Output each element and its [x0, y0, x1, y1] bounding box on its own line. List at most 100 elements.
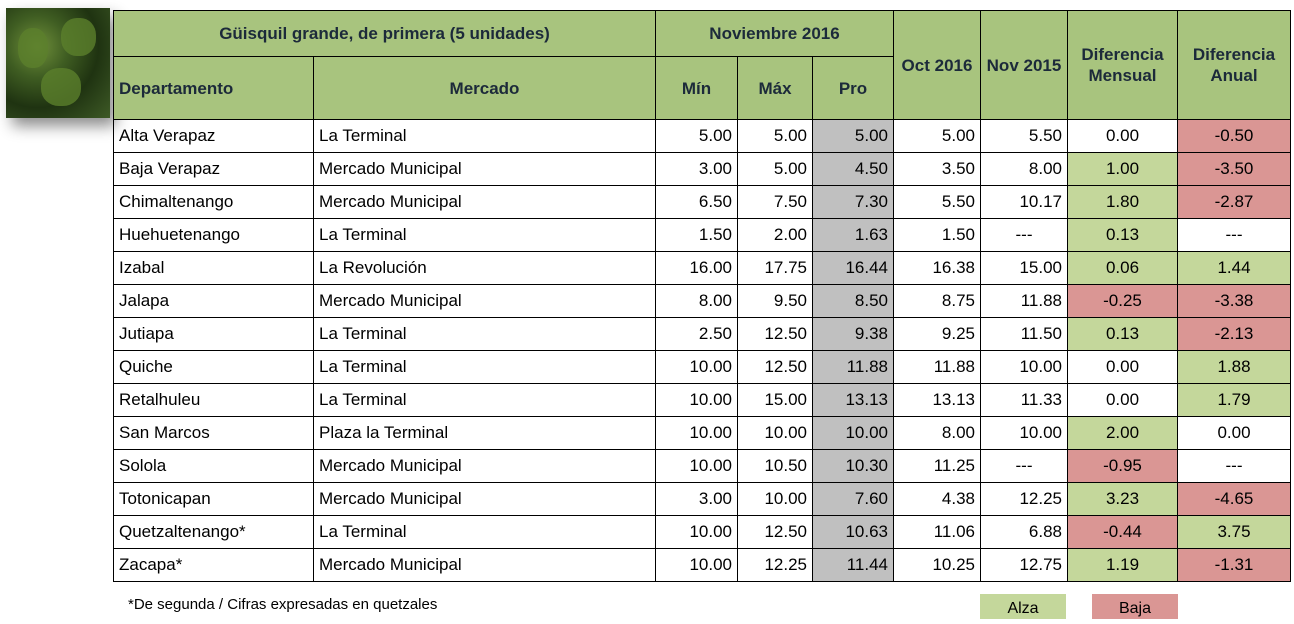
- value-cell: 15.00: [980, 251, 1068, 285]
- text-cell: Quiche: [113, 350, 314, 384]
- table-row: San Marcos Plaza la Terminal 10.00 10.00 10.…: [113, 416, 1291, 450]
- value-cell: 11.44: [812, 548, 894, 582]
- photo-detail: [18, 28, 48, 68]
- value-cell: 10.00: [737, 416, 813, 450]
- legend-up: Alza: [980, 594, 1066, 619]
- legend-down: Baja: [1092, 594, 1178, 619]
- month-title: Noviembre 2016: [655, 10, 894, 57]
- column-header: Nov 2015: [980, 10, 1068, 120]
- value-cell: 4.50: [812, 152, 894, 186]
- value-cell: 12.50: [737, 350, 813, 384]
- value-cell: -3.50: [1177, 152, 1291, 186]
- value-cell: -1.31: [1177, 548, 1291, 582]
- value-cell: 8.75: [893, 284, 981, 318]
- value-cell: 1.19: [1067, 548, 1178, 582]
- value-cell: 11.88: [980, 284, 1068, 318]
- text-cell: Mercado Municipal: [313, 548, 656, 582]
- text-cell: Mercado Municipal: [313, 482, 656, 516]
- value-cell: -0.25: [1067, 284, 1178, 318]
- table-row: Retalhuleu La Terminal 10.00 15.00 13.13 13.1…: [113, 383, 1291, 417]
- column-header: Diferencia Anual: [1177, 10, 1291, 120]
- value-cell: 3.23: [1067, 482, 1178, 516]
- value-cell: 10.63: [812, 515, 894, 549]
- text-cell: La Terminal: [313, 317, 656, 351]
- value-cell: 5.00: [812, 119, 894, 153]
- value-cell: 3.50: [893, 152, 981, 186]
- value-cell: 13.13: [893, 383, 981, 417]
- value-cell: -0.44: [1067, 515, 1178, 549]
- text-cell: La Terminal: [313, 515, 656, 549]
- table-body: Alta Verapaz La Terminal 5.00 5.00 5.00 5.00 5…: [113, 119, 1291, 582]
- value-cell: -3.38: [1177, 284, 1291, 318]
- value-cell: 12.25: [980, 482, 1068, 516]
- value-cell: 0.13: [1067, 317, 1178, 351]
- value-cell: 10.00: [655, 416, 738, 450]
- value-cell: 10.00: [655, 350, 738, 384]
- column-header: Pro: [812, 56, 894, 120]
- value-cell: 12.50: [737, 515, 813, 549]
- value-cell: 10.30: [812, 449, 894, 483]
- value-cell: 3.00: [655, 482, 738, 516]
- value-cell: 13.13: [812, 383, 894, 417]
- table-row: Solola Mercado Municipal 10.00 10.50 10.30 11…: [113, 449, 1291, 483]
- value-cell: 5.50: [893, 185, 981, 219]
- value-cell: 1.00: [1067, 152, 1178, 186]
- value-cell: 2.00: [1067, 416, 1178, 450]
- value-cell: 10.00: [655, 383, 738, 417]
- table-head: Güisquil grande, de primera (5 unidades)…: [113, 10, 1291, 120]
- value-cell: 11.06: [893, 515, 981, 549]
- table-row: Jutiapa La Terminal 2.50 12.50 9.38 9.25 11.50…: [113, 317, 1291, 351]
- text-cell: La Terminal: [313, 218, 656, 252]
- table-row: Quiche La Terminal 10.00 12.50 11.88 11.88 10.…: [113, 350, 1291, 384]
- text-cell: Plaza la Terminal: [313, 416, 656, 450]
- value-cell: 12.50: [737, 317, 813, 351]
- text-cell: Izabal: [113, 251, 314, 285]
- value-cell: 16.38: [893, 251, 981, 285]
- header-row: Departamento Mercado Mín Máx Pro: [113, 56, 1291, 120]
- value-cell: 10.00: [655, 515, 738, 549]
- value-cell: 8.00: [893, 416, 981, 450]
- value-cell: 16.44: [812, 251, 894, 285]
- value-cell: 5.00: [737, 119, 813, 153]
- value-cell: 5.50: [980, 119, 1068, 153]
- value-cell: 9.25: [893, 317, 981, 351]
- product-photo: [6, 8, 110, 118]
- table-row: Zacapa* Mercado Municipal 10.00 12.25 11.44 1…: [113, 548, 1291, 582]
- value-cell: 9.50: [737, 284, 813, 318]
- value-cell: 15.00: [737, 383, 813, 417]
- value-cell: 5.00: [655, 119, 738, 153]
- text-cell: Mercado Municipal: [313, 284, 656, 318]
- value-cell: 5.00: [893, 119, 981, 153]
- value-cell: 8.00: [980, 152, 1068, 186]
- column-header: Departamento: [113, 56, 314, 120]
- text-cell: Mercado Municipal: [313, 185, 656, 219]
- value-cell: 10.00: [737, 482, 813, 516]
- value-cell: 10.00: [655, 548, 738, 582]
- value-cell: 10.25: [893, 548, 981, 582]
- value-cell: 0.00: [1067, 383, 1178, 417]
- text-cell: Totonicapan: [113, 482, 314, 516]
- table-row: Jalapa Mercado Municipal 8.00 9.50 8.50 8.75 1…: [113, 284, 1291, 318]
- value-cell: 1.50: [893, 218, 981, 252]
- value-cell: 0.00: [1177, 416, 1291, 450]
- value-cell: 10.50: [737, 449, 813, 483]
- value-cell: 11.88: [893, 350, 981, 384]
- value-cell: 0.06: [1067, 251, 1178, 285]
- value-cell: ---: [1177, 218, 1291, 252]
- text-cell: Huehuetenango: [113, 218, 314, 252]
- value-cell: -2.87: [1177, 185, 1291, 219]
- column-header: Oct 2016: [893, 10, 981, 120]
- value-cell: 3.75: [1177, 515, 1291, 549]
- column-header: Mín: [655, 56, 738, 120]
- value-cell: 12.25: [737, 548, 813, 582]
- price-table: Güisquil grande, de primera (5 unidades)…: [113, 10, 1291, 582]
- text-cell: Jalapa: [113, 284, 314, 318]
- text-cell: Solola: [113, 449, 314, 483]
- value-cell: 5.00: [737, 152, 813, 186]
- value-cell: 7.50: [737, 185, 813, 219]
- photo-detail: [61, 18, 96, 56]
- header-row: Güisquil grande, de primera (5 unidades)…: [113, 10, 1291, 120]
- text-cell: La Terminal: [313, 119, 656, 153]
- value-cell: -0.50: [1177, 119, 1291, 153]
- value-cell: -2.13: [1177, 317, 1291, 351]
